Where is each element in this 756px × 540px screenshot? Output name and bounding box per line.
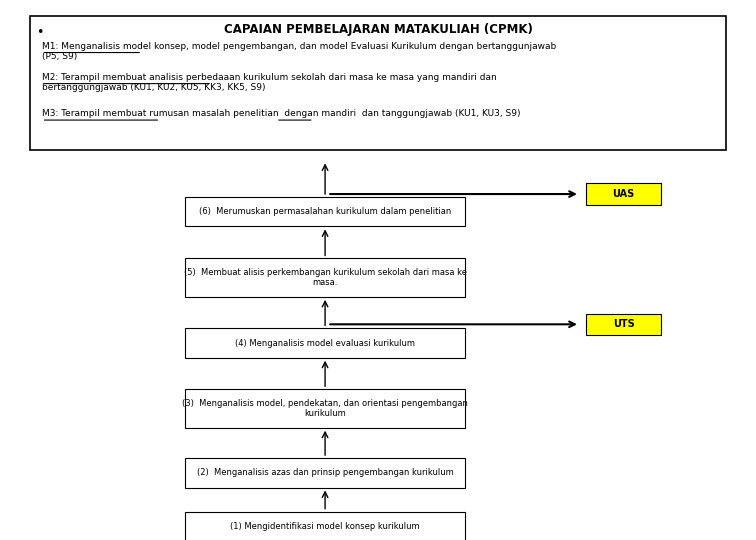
FancyBboxPatch shape [185,389,465,428]
Text: •: • [36,26,44,39]
Text: (5)  Membuat alisis perkembangan kurikulum sekolah dari masa ke
masa.: (5) Membuat alisis perkembangan kurikulu… [184,268,466,287]
Text: (2)  Menganalisis azas dan prinsip pengembangan kurikulum: (2) Menganalisis azas dan prinsip pengem… [197,468,454,477]
FancyBboxPatch shape [185,328,465,358]
Text: (3)  Menganalisis model, pendekatan, dan orientasi pengembangan
kurikulum: (3) Menganalisis model, pendekatan, dan … [182,399,468,418]
Text: CAPAIAN PEMBELAJARAN MATAKULIAH (CPMK): CAPAIAN PEMBELAJARAN MATAKULIAH (CPMK) [224,23,532,36]
Text: UTS: UTS [613,319,634,329]
Text: M1: Menganalisis model konsep, model pengembangan, dan model Evaluasi Kurikulum : M1: Menganalisis model konsep, model pen… [42,42,556,61]
FancyBboxPatch shape [185,197,465,226]
Text: M3: Terampil membuat rumusan masalah penelitian  dengan mandiri  dan tanggungjaw: M3: Terampil membuat rumusan masalah pen… [42,110,520,118]
FancyBboxPatch shape [185,512,465,540]
Text: M2: Terampil membuat analisis perbedaaan kurikulum sekolah dari masa ke masa yan: M2: Terampil membuat analisis perbedaaan… [42,73,497,92]
Text: (4) Menganalisis model evaluasi kurikulum: (4) Menganalisis model evaluasi kurikulu… [235,339,415,348]
FancyBboxPatch shape [185,458,465,488]
FancyBboxPatch shape [185,258,465,297]
FancyBboxPatch shape [586,314,662,335]
FancyBboxPatch shape [30,16,726,150]
Text: (1) Mengidentifikasi model konsep kurikulum: (1) Mengidentifikasi model konsep kuriku… [231,522,420,531]
FancyBboxPatch shape [586,183,662,205]
Text: (6)  Merumuskan permasalahan kurikulum dalam penelitian: (6) Merumuskan permasalahan kurikulum da… [199,207,451,216]
Text: UAS: UAS [612,189,635,199]
